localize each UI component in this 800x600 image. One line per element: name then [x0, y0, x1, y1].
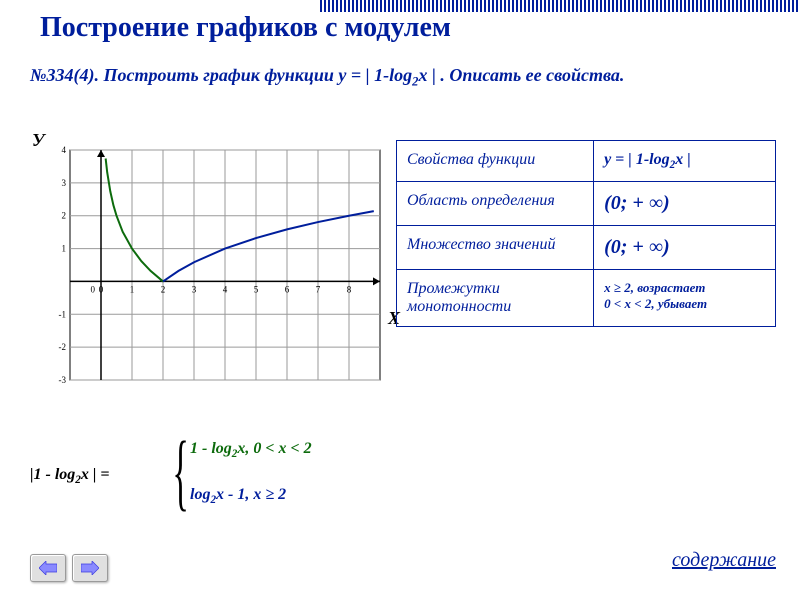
piecewise-definition: |1 - log2x | = { 1 - log2x, 0 < x < 2 lo… [30, 430, 410, 520]
range-value: (0; + ∞) [594, 226, 776, 270]
svg-text:-1: -1 [59, 309, 67, 319]
domain-label: Область определения [397, 182, 594, 226]
problem-statement: №334(4). Построить график функции у = | … [30, 65, 770, 90]
svg-text:8: 8 [347, 284, 352, 294]
svg-text:7: 7 [316, 284, 321, 294]
piecewise-row-1: 1 - log2x, 0 < x < 2 [190, 440, 312, 460]
header-hatch [320, 0, 800, 12]
y-axis-label: У [32, 130, 45, 151]
svg-text:5: 5 [254, 284, 259, 294]
table-row: Промежутки монотонности x ≥ 2, возрастае… [397, 270, 776, 327]
svg-text:1: 1 [130, 284, 135, 294]
svg-text:3: 3 [62, 178, 67, 188]
properties-table: Свойства функции y = | 1-log2x | Область… [396, 140, 776, 327]
table-row: Свойства функции y = | 1-log2x | [397, 141, 776, 182]
svg-text:0: 0 [91, 284, 96, 294]
brace-icon: { [172, 428, 189, 514]
piecewise-lhs: |1 - log2x | = [30, 466, 110, 486]
chart-container: У Х 012345678-3-2-112340 [30, 130, 400, 410]
svg-text:4: 4 [223, 284, 228, 294]
domain-value: (0; + ∞) [594, 182, 776, 226]
svg-text:-2: -2 [59, 342, 67, 352]
header-right: y = | 1-log2x | [594, 141, 776, 182]
range-label: Множество значений [397, 226, 594, 270]
svg-text:2: 2 [161, 284, 166, 294]
svg-text:3: 3 [192, 284, 197, 294]
header-left: Свойства функции [397, 141, 594, 182]
arrow-right-icon [81, 561, 99, 575]
piecewise-row-2: log2x - 1, x ≥ 2 [190, 486, 286, 506]
arrow-left-icon [39, 561, 57, 575]
svg-text:4: 4 [62, 145, 67, 155]
prev-button[interactable] [30, 554, 66, 582]
svg-text:1: 1 [62, 244, 67, 254]
table-row: Множество значений (0; + ∞) [397, 226, 776, 270]
nav-buttons [30, 554, 108, 582]
problem-tail: х | . Описать ее свойства. [418, 65, 624, 85]
svg-text:6: 6 [285, 284, 290, 294]
svg-text:2: 2 [62, 211, 67, 221]
mono-label: Промежутки монотонности [397, 270, 594, 327]
mono-value: x ≥ 2, возрастает 0 < x < 2, убывает [594, 270, 776, 327]
chart-svg: 012345678-3-2-112340 [50, 140, 390, 400]
svg-text:-3: -3 [59, 375, 67, 385]
problem-mid: у = | 1-log [338, 65, 412, 85]
page-title: Построение графиков с модулем [40, 12, 451, 44]
next-button[interactable] [72, 554, 108, 582]
table-row: Область определения (0; + ∞) [397, 182, 776, 226]
problem-prefix: №334(4). Построить график функции [30, 65, 334, 85]
contents-link[interactable]: содержание [672, 549, 776, 572]
